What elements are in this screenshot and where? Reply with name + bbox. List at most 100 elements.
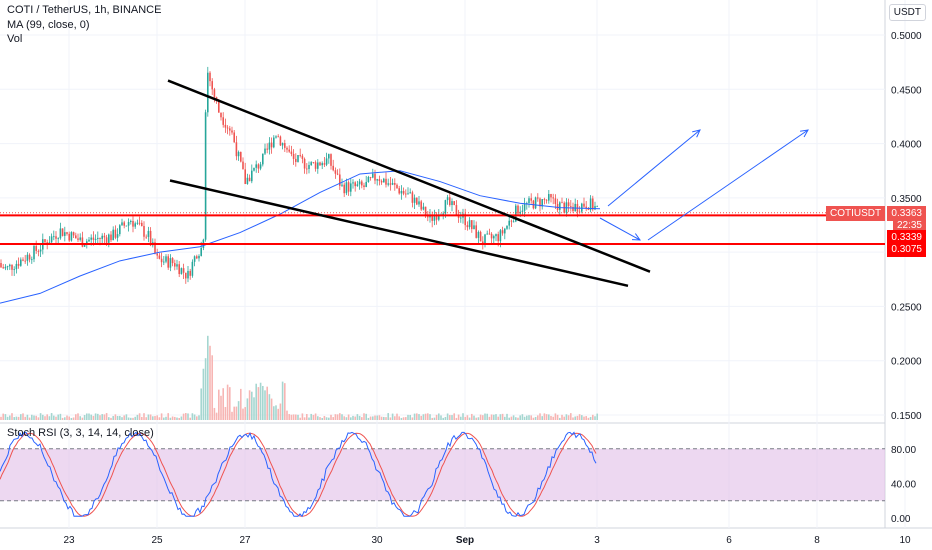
volume-bar bbox=[262, 385, 264, 420]
volume-bar bbox=[372, 416, 374, 420]
candle-body bbox=[545, 199, 548, 201]
volume-bar bbox=[24, 416, 26, 420]
volume-bar bbox=[244, 407, 246, 420]
stoch-rsi-d-line bbox=[0, 432, 597, 517]
candle-body bbox=[132, 220, 134, 227]
trendlines[interactable] bbox=[167, 79, 651, 288]
volume-bar bbox=[277, 408, 279, 420]
volume-bar bbox=[374, 415, 376, 420]
candle-body bbox=[57, 238, 59, 240]
candle-body bbox=[488, 233, 491, 235]
candle-body bbox=[31, 259, 33, 261]
candle-body bbox=[297, 155, 299, 162]
stoch-rsi-label[interactable]: Stoch RSI (3, 3, 14, 14, close) bbox=[7, 427, 154, 439]
volume-bar bbox=[11, 413, 13, 420]
candle-body bbox=[515, 205, 517, 222]
volume-bar bbox=[596, 413, 598, 420]
rsi-axis-ticks: 80.00 40.00 0.00 bbox=[891, 445, 916, 525]
volume-bar bbox=[405, 417, 407, 420]
candle-body bbox=[112, 229, 114, 241]
volume-bar bbox=[211, 355, 213, 420]
volume-bar bbox=[42, 414, 44, 420]
volume-bar bbox=[138, 413, 141, 420]
candle-body bbox=[341, 184, 343, 186]
volume-bar bbox=[50, 413, 53, 420]
volume-bar bbox=[169, 417, 172, 420]
candle-body bbox=[321, 163, 323, 166]
volume-bar bbox=[231, 411, 233, 420]
candle-body bbox=[306, 168, 308, 170]
candle-body bbox=[512, 221, 515, 223]
ma-line bbox=[0, 170, 601, 304]
volume-bar bbox=[504, 416, 506, 420]
volume-bar bbox=[132, 417, 134, 420]
volume-bar bbox=[550, 415, 552, 420]
candle-body bbox=[372, 173, 374, 178]
volume-bar bbox=[152, 416, 154, 420]
candle-body bbox=[259, 164, 262, 169]
candle-body bbox=[510, 220, 513, 222]
candle-body bbox=[541, 199, 543, 207]
time-tick-label: 25 bbox=[151, 535, 163, 546]
volume-bar bbox=[451, 415, 453, 420]
candle-body bbox=[486, 233, 488, 235]
candle-body bbox=[158, 255, 161, 259]
volume-bar bbox=[158, 417, 161, 420]
volume-bar bbox=[94, 413, 97, 420]
volume-bar bbox=[548, 414, 550, 420]
volume-bar bbox=[347, 414, 350, 420]
volume-bar bbox=[358, 415, 361, 420]
volume-bar bbox=[572, 417, 574, 420]
candle-body bbox=[191, 261, 194, 276]
volume-bar bbox=[341, 414, 343, 420]
volume-bar bbox=[147, 414, 150, 420]
volume-bar bbox=[486, 413, 488, 420]
volume-bar bbox=[488, 416, 491, 420]
volume-bar bbox=[475, 417, 477, 420]
candle-body bbox=[411, 192, 414, 203]
candle-body bbox=[141, 222, 143, 226]
volume-bar bbox=[57, 414, 59, 420]
volume-bar bbox=[59, 413, 62, 420]
projection-arrows[interactable] bbox=[599, 129, 809, 241]
candle-body bbox=[200, 247, 202, 256]
candle-body bbox=[453, 201, 455, 206]
candle-body bbox=[336, 173, 339, 175]
volume-indicator-label[interactable]: Vol bbox=[7, 33, 23, 45]
ma-indicator-label[interactable]: MA (99, close, 0) bbox=[7, 19, 90, 31]
candle-body bbox=[257, 164, 260, 169]
volume-bar bbox=[361, 417, 363, 420]
volume-bar bbox=[554, 413, 557, 420]
candle-body bbox=[506, 225, 508, 229]
volume-bar bbox=[68, 416, 70, 420]
volume-bar bbox=[431, 417, 433, 420]
volume-bar bbox=[255, 383, 257, 420]
volume-bar bbox=[477, 417, 480, 420]
volume-bar bbox=[435, 414, 438, 420]
candle-body bbox=[435, 215, 438, 220]
currency-badge[interactable]: USDT bbox=[888, 4, 926, 21]
candle-body bbox=[26, 254, 29, 261]
volume-bar bbox=[266, 386, 268, 420]
candle-body bbox=[15, 263, 18, 270]
candle-body bbox=[484, 234, 486, 245]
volume-bar bbox=[464, 416, 466, 420]
candle-body bbox=[325, 158, 328, 165]
volume-bar bbox=[521, 414, 524, 420]
candle-body bbox=[17, 263, 20, 266]
candle-body bbox=[471, 220, 473, 230]
level-2-tag: 0.3075 bbox=[887, 242, 926, 257]
candle-body bbox=[255, 164, 257, 168]
candle-body bbox=[490, 233, 493, 239]
candle-body bbox=[543, 199, 546, 200]
volume-bar bbox=[365, 413, 367, 420]
candle-body bbox=[431, 214, 433, 221]
volume-bar bbox=[429, 414, 431, 420]
candle-body bbox=[64, 232, 66, 236]
candle-body bbox=[290, 151, 293, 154]
grid-lines bbox=[0, 0, 906, 528]
volume-bar bbox=[200, 388, 202, 420]
volume-bar bbox=[70, 417, 73, 420]
